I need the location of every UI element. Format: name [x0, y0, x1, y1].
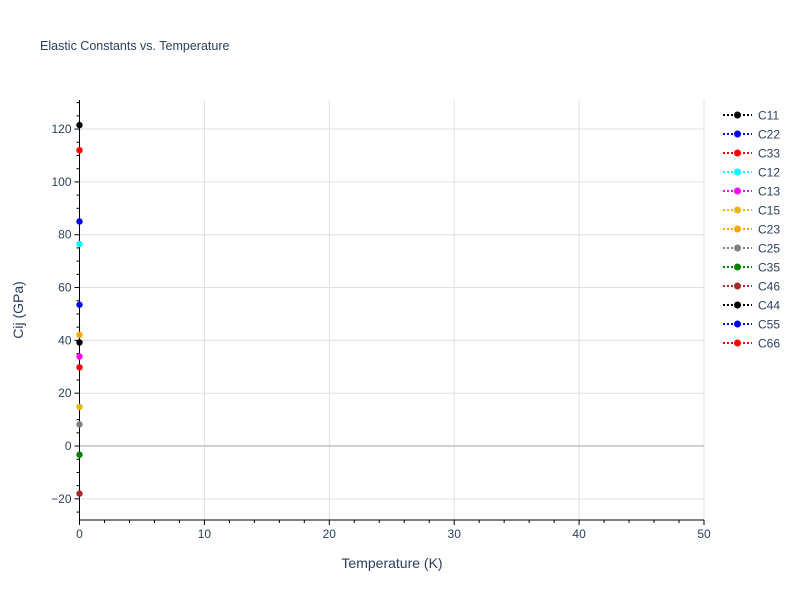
legend-label: C11 [758, 109, 779, 123]
legend-label: C22 [758, 128, 780, 142]
legend-marker [734, 282, 741, 290]
legend-marker [734, 130, 741, 138]
legend-item-C33[interactable]: C33 [723, 147, 780, 161]
legend-item-C12[interactable]: C12 [723, 166, 780, 180]
legend-item-C66[interactable]: C66 [723, 337, 780, 351]
legend-label: C13 [758, 185, 780, 199]
data-point-C11 [76, 121, 83, 129]
y-tick-label: 100 [51, 175, 71, 189]
legend-item-C23[interactable]: C23 [723, 223, 780, 237]
data-point-C25 [76, 421, 83, 428]
legend-marker [734, 149, 741, 157]
legend-label: C44 [758, 299, 780, 313]
x-tick-label: 10 [198, 527, 212, 541]
legend-marker [734, 301, 741, 309]
data-point-C55 [76, 301, 83, 308]
legend-label: C46 [758, 280, 780, 294]
data-point-C46 [76, 490, 83, 497]
legend-label: C35 [758, 261, 780, 275]
legend-item-C11[interactable]: C11 [723, 109, 779, 123]
legend-item-C46[interactable]: C46 [723, 280, 780, 294]
legend-marker [734, 168, 741, 176]
legend-item-C44[interactable]: C44 [723, 299, 780, 313]
legend-item-C55[interactable]: C55 [723, 318, 780, 332]
legend-item-C22[interactable]: C22 [723, 128, 780, 142]
legend-label: C23 [758, 223, 780, 237]
data-point-C44 [76, 339, 83, 346]
y-tick-label: 80 [58, 228, 72, 242]
data-point-C35 [76, 451, 83, 458]
y-axis-label: Cij (GPa) [10, 281, 26, 339]
x-tick-label: 0 [76, 527, 83, 541]
x-tick-label: 20 [323, 527, 337, 541]
legend-marker [734, 111, 741, 119]
legend-marker [734, 187, 741, 195]
x-tick-label: 50 [697, 527, 711, 541]
data-point-C23 [76, 331, 83, 339]
legend-label: C55 [758, 318, 780, 332]
x-tick-label: 40 [572, 527, 586, 541]
legend-label: C15 [758, 204, 780, 218]
legend-marker [734, 206, 741, 214]
y-tick-label: 60 [58, 281, 72, 295]
legend-marker [734, 263, 741, 271]
legend-item-C35[interactable]: C35 [723, 261, 780, 275]
legend-label: C12 [758, 166, 780, 180]
legend-label: C33 [758, 147, 780, 161]
y-tick-label: 0 [65, 439, 72, 453]
legend-label: C66 [758, 337, 780, 351]
legend-label: C25 [758, 242, 780, 256]
data-point-C15 [76, 403, 83, 411]
legend-marker [734, 225, 741, 233]
legend-marker [734, 320, 741, 328]
y-tick-label: 20 [58, 386, 72, 400]
x-axis-label: Temperature (K) [341, 555, 442, 571]
x-tick-label: 30 [448, 527, 462, 541]
y-tick-label: 40 [58, 333, 72, 347]
y-tick-label: −20 [51, 492, 72, 506]
legend-item-C25[interactable]: C25 [723, 242, 780, 256]
chart-title: Elastic Constants vs. Temperature [40, 39, 229, 53]
data-point-C66 [76, 364, 83, 371]
legend-marker [734, 339, 741, 347]
data-point-C22 [76, 218, 83, 225]
data-point-C13 [76, 353, 83, 360]
legend-item-C13[interactable]: C13 [723, 185, 780, 199]
y-tick-label: 120 [51, 122, 71, 136]
data-point-C33 [76, 146, 83, 154]
legend-marker [734, 244, 741, 252]
legend-item-C15[interactable]: C15 [723, 204, 780, 218]
data-point-C12 [76, 240, 83, 248]
